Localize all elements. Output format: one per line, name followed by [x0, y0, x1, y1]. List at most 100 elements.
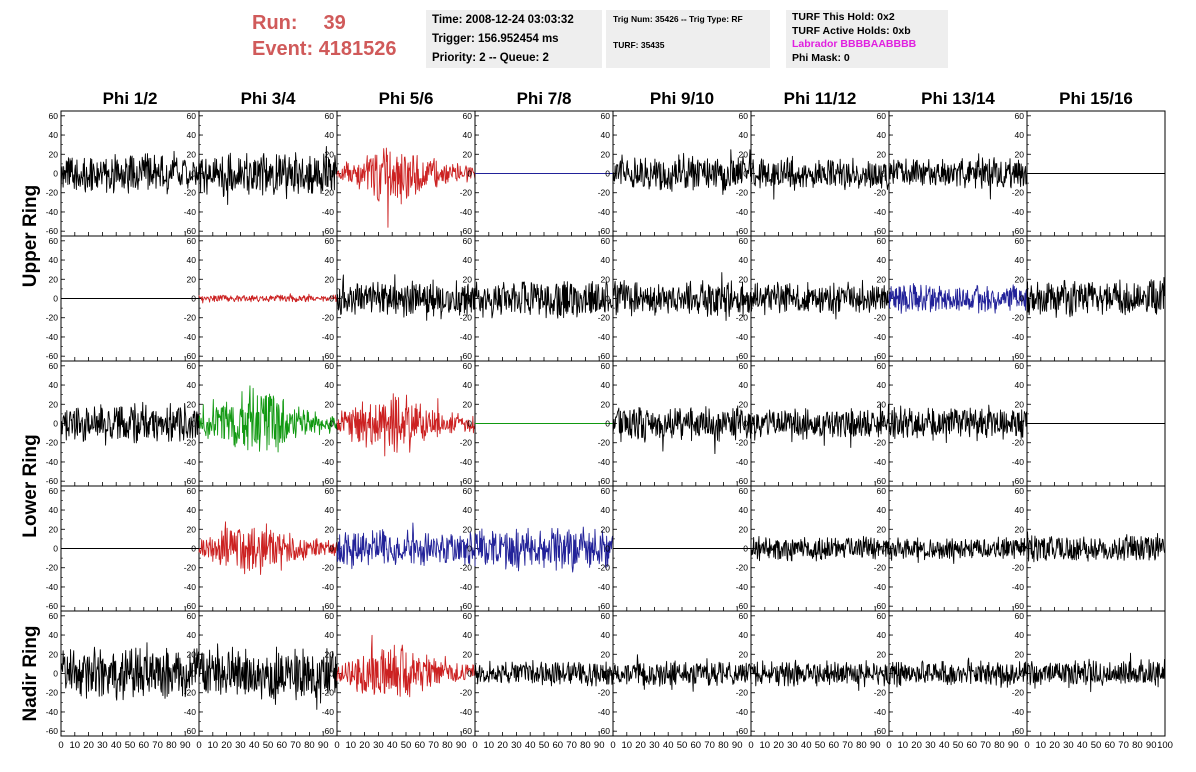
- x-tick-label: 0: [58, 740, 63, 751]
- y-tick-label: 0: [191, 294, 196, 304]
- y-tick-label: 40: [877, 505, 887, 515]
- y-tick-label: -40: [46, 707, 59, 717]
- y-tick-label: -20: [460, 563, 473, 573]
- row-label: Nadir Ring: [20, 625, 41, 721]
- y-tick-label: 40: [877, 130, 887, 140]
- y-tick-label: -60: [322, 726, 335, 736]
- y-tick-label: 60: [1015, 236, 1025, 246]
- y-tick-label: -40: [736, 707, 749, 717]
- x-tick-label: 80: [166, 740, 177, 751]
- y-tick-label: -20: [736, 438, 749, 448]
- y-tick-label: 20: [1015, 149, 1025, 159]
- y-tick-label: 60: [463, 236, 473, 246]
- y-tick-label: -40: [874, 457, 887, 467]
- y-tick-label: -60: [1012, 601, 1025, 611]
- y-tick-label: 20: [1015, 399, 1025, 409]
- y-tick-label: 40: [601, 130, 611, 140]
- row-label: Lower Ring: [20, 434, 41, 537]
- y-tick-label: -60: [736, 226, 749, 236]
- event-line: Event: 4181526: [252, 36, 397, 62]
- x-tick-label: 40: [249, 740, 260, 751]
- y-tick-label: -20: [598, 313, 611, 323]
- y-tick-label: -40: [1012, 207, 1025, 217]
- x-tick-label: 30: [649, 740, 660, 751]
- y-tick-label: -20: [874, 313, 887, 323]
- y-tick-label: -40: [598, 332, 611, 342]
- y-tick-label: 0: [53, 294, 58, 304]
- trigger-text: Trigger: 156.952454 ms: [432, 33, 559, 45]
- y-tick-label: 0: [881, 294, 886, 304]
- column-header: Phi 5/6: [379, 89, 434, 108]
- y-tick-label: -20: [46, 438, 59, 448]
- x-tick-label: 90: [870, 740, 881, 751]
- y-tick-label: 60: [187, 611, 197, 621]
- y-tick-label: 60: [877, 111, 887, 121]
- y-tick-label: 40: [325, 505, 335, 515]
- y-tick-label: -40: [460, 582, 473, 592]
- y-tick-label: 40: [877, 255, 887, 265]
- y-tick-label: 40: [187, 505, 197, 515]
- y-tick-label: -60: [874, 476, 887, 486]
- y-tick-label: 60: [187, 361, 197, 371]
- y-tick-label: -20: [46, 688, 59, 698]
- y-tick-label: 60: [49, 236, 59, 246]
- y-tick-label: -60: [184, 226, 197, 236]
- y-tick-label: -40: [874, 332, 887, 342]
- y-tick-label: 40: [187, 380, 197, 390]
- y-tick-label: 20: [325, 274, 335, 284]
- y-tick-label: 0: [1019, 169, 1024, 179]
- y-tick-label: 40: [601, 505, 611, 515]
- x-tick-label: 40: [939, 740, 950, 751]
- y-tick-label: 40: [877, 380, 887, 390]
- y-tick-label: 40: [739, 630, 749, 640]
- waveform-trace: [336, 393, 476, 457]
- y-tick-label: -60: [322, 601, 335, 611]
- y-tick-label: 0: [881, 419, 886, 429]
- y-tick-label: -20: [874, 188, 887, 198]
- y-tick-label: 0: [1019, 544, 1024, 554]
- x-tick-label: 50: [539, 740, 550, 751]
- y-tick-label: -60: [46, 226, 59, 236]
- x-tick-label: 0: [472, 740, 477, 751]
- y-tick-label: 0: [881, 669, 886, 679]
- column-header: Phi 11/12: [784, 89, 857, 108]
- y-tick-label: 20: [325, 524, 335, 534]
- y-tick-label: -60: [460, 351, 473, 361]
- y-tick-label: 60: [739, 361, 749, 371]
- phi-mask-text: Phi Mask: 0: [792, 51, 850, 64]
- column-header: Phi 15/16: [1059, 89, 1133, 108]
- waveform-trace: [336, 634, 476, 698]
- y-tick-label: 60: [601, 486, 611, 496]
- y-tick-label: 60: [601, 236, 611, 246]
- y-tick-label: -20: [460, 438, 473, 448]
- y-tick-label: 60: [325, 111, 335, 121]
- y-tick-label: 0: [191, 669, 196, 679]
- waveform-trace: [474, 659, 614, 687]
- y-tick-label: -60: [460, 726, 473, 736]
- y-tick-label: -40: [460, 707, 473, 717]
- y-tick-label: -60: [598, 351, 611, 361]
- y-tick-label: 0: [605, 169, 610, 179]
- x-tick-label: 80: [718, 740, 729, 751]
- y-tick-label: -60: [736, 601, 749, 611]
- y-tick-label: -20: [184, 438, 197, 448]
- turf-info-box: TURF This Hold: 0x2 TURF Active Holds: 0…: [786, 10, 948, 68]
- y-tick-label: 60: [739, 236, 749, 246]
- run-value: 39: [323, 12, 346, 34]
- y-tick-label: -40: [46, 582, 59, 592]
- y-tick-label: -40: [736, 332, 749, 342]
- y-tick-label: 20: [463, 274, 473, 284]
- x-tick-label: 70: [566, 740, 577, 751]
- y-tick-label: -40: [1012, 332, 1025, 342]
- y-tick-label: 60: [1015, 111, 1025, 121]
- y-tick-label: -20: [184, 688, 197, 698]
- y-tick-label: 0: [53, 419, 58, 429]
- waveform-trace: [198, 521, 338, 575]
- x-tick-label: 90: [180, 740, 191, 751]
- y-tick-label: -20: [322, 688, 335, 698]
- y-tick-label: 20: [1015, 274, 1025, 284]
- y-tick-label: -40: [874, 207, 887, 217]
- y-tick-label: -40: [460, 457, 473, 467]
- y-tick-label: -20: [736, 688, 749, 698]
- y-tick-label: -20: [184, 313, 197, 323]
